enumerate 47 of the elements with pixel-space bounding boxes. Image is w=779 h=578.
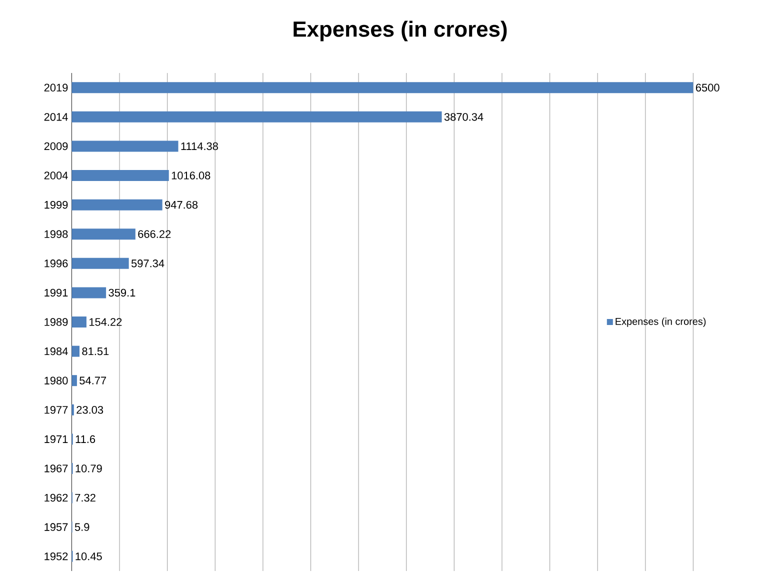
data-label: 10.45	[76, 552, 102, 560]
bar	[72, 140, 178, 152]
y-tick-label: 2009	[44, 142, 68, 150]
data-label: 23.03	[76, 406, 104, 414]
data-label: 3870.34	[444, 113, 484, 121]
y-tick-label: 1991	[44, 288, 68, 297]
data-label: 11.6	[76, 435, 96, 444]
data-label: 5.9	[74, 523, 90, 532]
bar	[72, 199, 162, 210]
y-tick-label: 2019	[44, 84, 68, 92]
data-label: 359.1	[108, 288, 136, 297]
bar	[72, 170, 169, 182]
bar	[72, 112, 442, 123]
data-label: 1016.08	[172, 172, 210, 180]
y-tick-label: 1996	[44, 260, 68, 268]
legend-label: Expenses (in crores)	[616, 318, 706, 327]
data-label: 597.34	[131, 260, 164, 268]
data-label: 10.79	[76, 464, 102, 472]
y-tick-label: 1962	[44, 494, 68, 502]
data-label: 154.22	[89, 318, 122, 326]
data-label: 7.32	[75, 494, 96, 502]
y-tick-label: 1999	[44, 201, 68, 209]
data-label: 666.22	[138, 230, 171, 238]
bar	[72, 316, 86, 328]
data-label: 81.51	[82, 347, 109, 356]
y-tick-label: 1984	[44, 347, 68, 356]
y-tick-label: 1957	[44, 523, 68, 532]
bar	[72, 82, 694, 94]
y-tick-label: 1980	[44, 376, 68, 385]
data-label: 1114.38	[181, 142, 218, 150]
y-tick-label: 2004	[44, 172, 68, 180]
data-label: 54.77	[80, 376, 106, 384]
chart-title: Expenses (in crores)	[294, 20, 507, 42]
y-tick-label: 1989	[44, 318, 68, 326]
bar	[72, 375, 77, 386]
bar	[72, 346, 80, 357]
y-tick-label: 1998	[44, 230, 68, 238]
bar	[72, 228, 136, 240]
y-tick-label: 1967	[44, 464, 68, 472]
bar	[72, 287, 106, 298]
data-label: 947.68	[165, 201, 198, 209]
data-label: 6500	[696, 84, 720, 92]
y-tick-label: 1971	[44, 435, 68, 444]
y-tick-label: 1952	[44, 552, 68, 560]
y-tick-label: 1977	[44, 406, 68, 414]
bar	[72, 258, 129, 269]
y-tick-label: 2014	[44, 113, 68, 121]
